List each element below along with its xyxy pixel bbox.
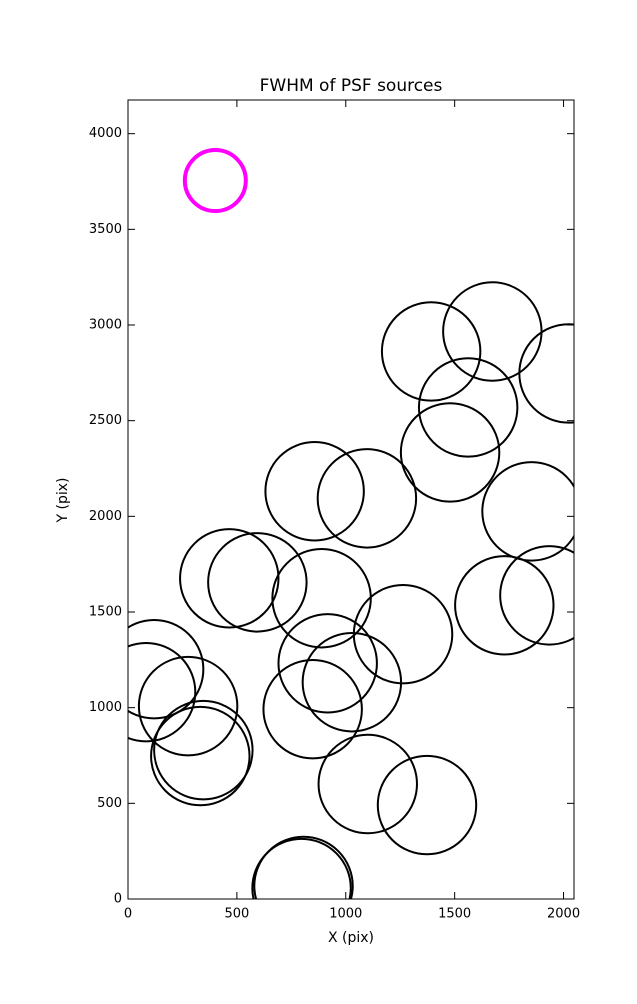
source-circle [128,619,205,720]
y-tick-label: 1500 [89,605,122,620]
x-tick-label: 1500 [438,907,471,922]
source-circle [352,583,454,685]
y-tick-label: 500 [97,796,122,811]
source-circle [454,555,555,656]
source-circle [518,323,574,424]
source-circle [316,448,418,549]
source-circle [179,528,280,629]
source-circle [128,641,197,743]
source-circle [251,837,352,899]
y-tick-label: 1000 [89,700,122,715]
source-circle [499,545,574,646]
source-circle [277,613,378,714]
x-tick-label: 1000 [329,907,362,922]
source-circle [264,441,365,542]
y-tick-label: 0 [114,892,122,907]
x-tick-label: 0 [124,907,132,922]
plot-frame [127,99,575,900]
y-tick-label: 2500 [89,413,122,428]
chart-title: FWHM of PSF sources [260,76,443,96]
source-circle [137,655,239,757]
source-circle [376,754,478,856]
source-circle [262,658,363,760]
source-circle [399,402,501,503]
y-tick-label: 2000 [89,509,122,524]
x-tick-label: 2000 [547,907,580,922]
source-circle [301,632,403,733]
x-tick-label: 500 [224,907,249,922]
source-circle [253,835,354,899]
x-axis-label: X (pix) [328,930,374,946]
source-circle [150,705,251,807]
source-circle [207,532,308,633]
source-circle [182,148,248,214]
source-circle [481,461,574,562]
source-circle [153,699,254,801]
y-tick-label: 4000 [89,126,122,141]
y-axis-label: Y (pix) [55,478,71,524]
y-tick-label: 3000 [89,318,122,333]
source-circle [417,357,519,458]
source-circle [317,733,418,835]
source-circle [380,301,482,402]
y-tick-label: 3500 [89,222,122,237]
plot-marks [128,148,574,899]
